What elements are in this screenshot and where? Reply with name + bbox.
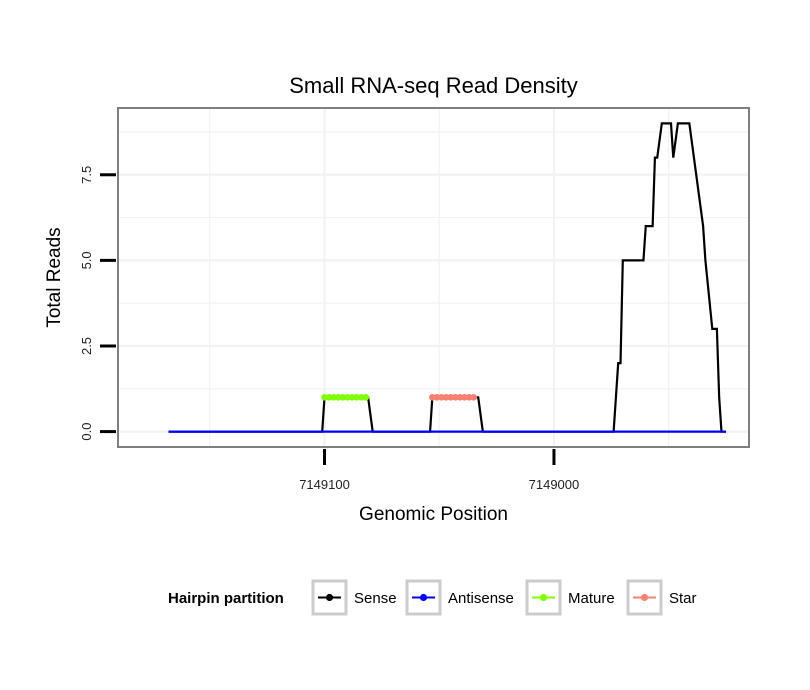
point-mature bbox=[362, 394, 370, 401]
point-star bbox=[456, 394, 464, 401]
legend-label: Mature bbox=[568, 590, 615, 607]
x-tick-label: 7149100 bbox=[299, 477, 350, 492]
legend-label: Star bbox=[669, 590, 697, 607]
y-axis-title: Total Reads bbox=[44, 227, 65, 327]
legend-key-point bbox=[539, 593, 548, 602]
point-mature bbox=[330, 394, 337, 401]
point-star bbox=[447, 394, 455, 401]
series-line-sense bbox=[168, 122, 727, 433]
plot-border bbox=[117, 107, 750, 448]
point-star bbox=[465, 394, 473, 401]
legend-item-star: Star bbox=[626, 579, 697, 616]
y-tick-label: 2.5 bbox=[79, 337, 94, 355]
legend-label: Sense bbox=[354, 590, 397, 607]
point-star bbox=[451, 394, 459, 401]
y-tick-label: 5.0 bbox=[79, 251, 94, 269]
legend-title: Hairpin partition bbox=[168, 590, 284, 607]
point-star bbox=[461, 394, 468, 401]
legend-label: Antisense bbox=[448, 590, 514, 607]
chart-title: Small RNA-seq Read Density bbox=[289, 73, 578, 98]
y-tick-label: 0.0 bbox=[79, 423, 94, 441]
legend-key-point bbox=[640, 593, 649, 602]
point-mature bbox=[334, 394, 342, 401]
y-tick-label: 7.5 bbox=[79, 166, 94, 184]
point-mature bbox=[321, 394, 328, 401]
point-mature bbox=[344, 394, 351, 401]
x-axis-title: Genomic Position bbox=[359, 504, 508, 525]
x-tick-label: 7149000 bbox=[529, 477, 580, 492]
point-star bbox=[442, 394, 450, 401]
point-star bbox=[470, 394, 477, 401]
plot-panel bbox=[118, 108, 749, 447]
point-mature bbox=[339, 394, 347, 401]
point-star bbox=[433, 394, 441, 401]
point-star bbox=[429, 394, 436, 401]
legend-key-point bbox=[419, 593, 428, 602]
legend-item-antisense: Antisense bbox=[405, 579, 514, 616]
point-mature bbox=[348, 394, 356, 401]
legend-key-point bbox=[325, 593, 334, 602]
point-mature bbox=[325, 394, 333, 401]
legend-item-mature: Mature bbox=[525, 579, 615, 616]
legend-item-sense: Sense bbox=[311, 579, 397, 616]
point-star bbox=[438, 394, 445, 401]
point-mature bbox=[353, 394, 360, 401]
point-mature bbox=[357, 394, 365, 401]
